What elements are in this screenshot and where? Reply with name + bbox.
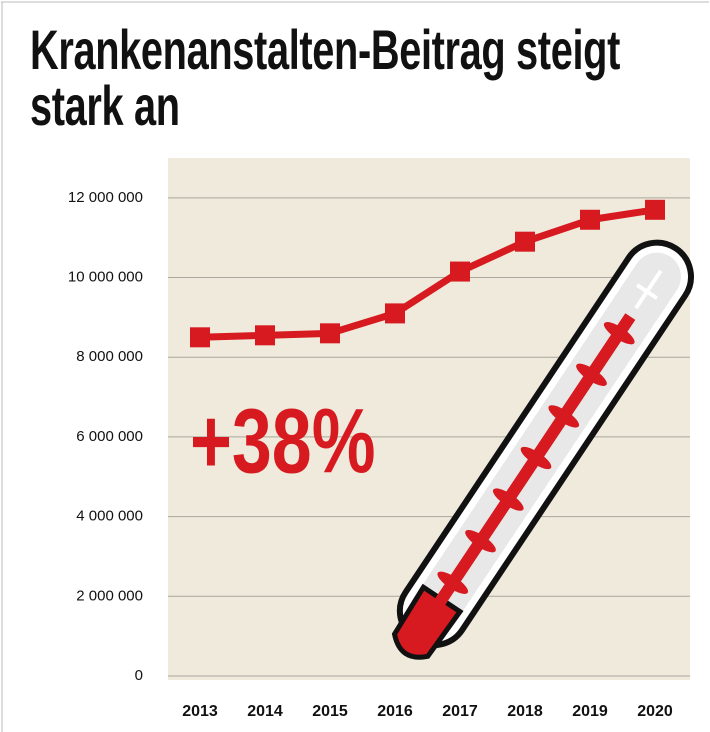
y-tick-label: 12 000 000	[68, 189, 143, 206]
marker	[515, 232, 535, 252]
y-tick-label: 10 000 000	[68, 269, 143, 286]
page: {"chart_data": {"type": "line", "title":…	[0, 0, 710, 732]
x-tick-label: 2020	[637, 703, 673, 720]
x-tick-label: 2016	[377, 703, 413, 720]
x-tick-label: 2015	[312, 703, 348, 720]
marker	[385, 303, 405, 323]
y-tick-label: 6 000 000	[76, 428, 143, 445]
chart: +38% 0 2 000 000 4 000 000 6 000 000 8 000 0…	[0, 0, 710, 732]
y-tick-label: 8 000 000	[76, 348, 143, 365]
y-tick-label: 2 000 000	[76, 587, 143, 604]
marker	[255, 325, 275, 345]
y-tick-label: 4 000 000	[76, 508, 143, 525]
y-tick-label: 0	[135, 667, 143, 684]
marker	[645, 200, 665, 220]
marker	[320, 323, 340, 343]
marker	[190, 327, 210, 347]
marker	[450, 262, 470, 282]
marker	[580, 210, 600, 230]
x-tick-label: 2014	[247, 703, 283, 720]
x-tick-label: 2017	[442, 703, 478, 720]
x-tick-label: 2013	[182, 703, 218, 720]
x-tick-label: 2019	[572, 703, 608, 720]
x-tick-label: 2018	[507, 703, 543, 720]
annotation: +38%	[190, 390, 376, 493]
